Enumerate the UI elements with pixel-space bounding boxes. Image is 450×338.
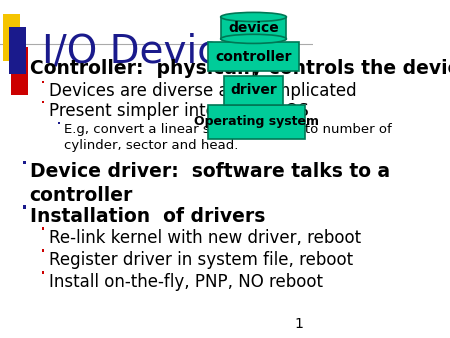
FancyBboxPatch shape — [58, 122, 60, 124]
Text: controller: controller — [215, 50, 292, 64]
FancyBboxPatch shape — [42, 81, 44, 83]
FancyBboxPatch shape — [22, 57, 26, 61]
Text: device: device — [228, 21, 279, 35]
Text: Devices are diverse and complicated: Devices are diverse and complicated — [49, 82, 356, 100]
FancyBboxPatch shape — [22, 205, 26, 209]
FancyBboxPatch shape — [42, 227, 44, 230]
FancyBboxPatch shape — [224, 76, 283, 105]
Text: Installation  of drivers: Installation of drivers — [30, 207, 265, 226]
Text: Present simpler interface to OS: Present simpler interface to OS — [49, 102, 308, 120]
FancyBboxPatch shape — [11, 47, 28, 95]
Text: E.g, convert a linear sector number to number of
cylinder, sector and head.: E.g, convert a linear sector number to n… — [64, 123, 392, 152]
FancyBboxPatch shape — [9, 27, 26, 74]
Ellipse shape — [220, 13, 286, 22]
Text: Device driver:  software talks to a
controller: Device driver: software talks to a contr… — [30, 162, 390, 205]
Text: 1: 1 — [295, 317, 304, 331]
FancyBboxPatch shape — [42, 271, 44, 274]
FancyBboxPatch shape — [42, 101, 44, 103]
Text: Re-link kernel with new driver, reboot: Re-link kernel with new driver, reboot — [49, 229, 360, 247]
Text: Install on-the-fly, PNP, NO reboot: Install on-the-fly, PNP, NO reboot — [49, 273, 323, 291]
Text: driver: driver — [230, 83, 277, 97]
Text: Controller:  physically controls the devices: Controller: physically controls the devi… — [30, 59, 450, 78]
FancyBboxPatch shape — [208, 42, 299, 71]
Ellipse shape — [220, 34, 286, 43]
FancyBboxPatch shape — [220, 17, 286, 39]
FancyBboxPatch shape — [208, 105, 305, 139]
Text: I/O Devices: I/O Devices — [42, 32, 263, 70]
FancyBboxPatch shape — [42, 249, 44, 252]
FancyBboxPatch shape — [3, 14, 20, 61]
FancyBboxPatch shape — [22, 161, 26, 164]
Text: Operating system: Operating system — [194, 115, 319, 128]
Text: Register driver in system file, reboot: Register driver in system file, reboot — [49, 251, 353, 269]
